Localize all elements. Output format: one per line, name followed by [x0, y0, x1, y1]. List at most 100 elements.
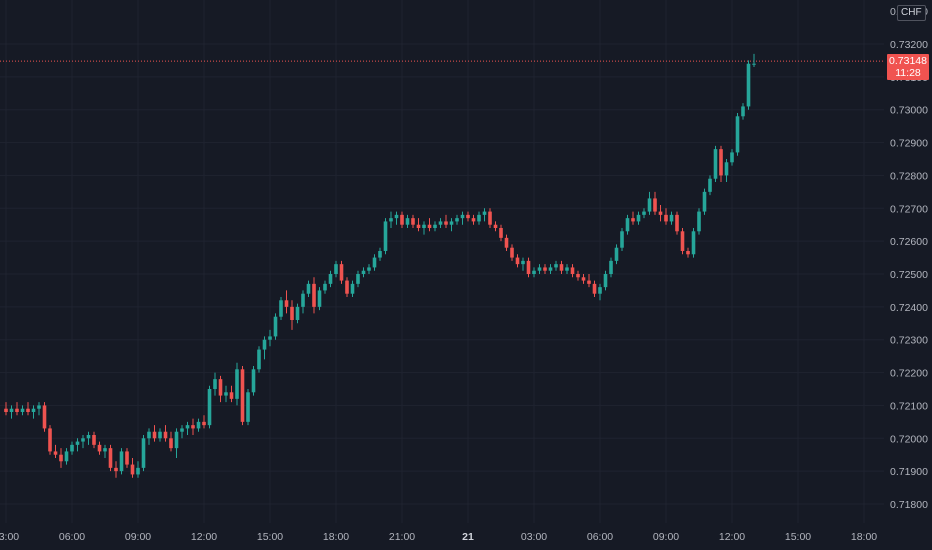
candle [119, 448, 124, 475]
time-axis[interactable]: 03:00 06:00 09:00 12:00 15:00 18:00 21:00 21 03:… [0, 531, 877, 543]
candle [752, 53, 756, 67]
candle [405, 214, 410, 228]
candle [273, 313, 278, 340]
candle-body [114, 467, 118, 472]
candle-body [37, 405, 41, 409]
candle-body [328, 274, 333, 284]
candle [576, 270, 580, 281]
candle-body [416, 224, 421, 228]
candle-body [427, 224, 432, 228]
candle-body [218, 379, 223, 396]
candle-body [675, 214, 679, 232]
candle-body [268, 336, 272, 340]
candle-body [169, 438, 173, 449]
candle [213, 372, 217, 396]
candle [141, 435, 146, 472]
candle-body [658, 211, 663, 215]
candle-body [581, 277, 586, 281]
candle [400, 211, 404, 228]
candle-body [15, 408, 19, 412]
candle-body [455, 218, 459, 222]
candle [246, 389, 250, 426]
candle-body [86, 435, 91, 439]
y-tick-label: 0.71900 [890, 466, 928, 478]
candle [224, 385, 228, 403]
candle [4, 402, 8, 416]
candle-body [719, 149, 723, 176]
candle-body [433, 224, 437, 228]
y-tick-label: 0.72300 [890, 335, 928, 347]
candle [581, 274, 586, 284]
candle-body [383, 221, 388, 251]
candle [713, 145, 718, 182]
candle-body [647, 198, 652, 212]
candle-body [163, 431, 168, 439]
candle-body [422, 224, 426, 228]
candle [620, 228, 624, 251]
candle-body [609, 260, 613, 274]
candle-body [521, 260, 525, 265]
candle-body [301, 293, 305, 307]
candle-body [636, 214, 641, 222]
x-tick-label: 03:00 [521, 531, 547, 543]
y-tick-label: 0.73000 [890, 105, 928, 117]
candle-body [466, 214, 470, 219]
candle-body [48, 428, 52, 452]
candle [471, 214, 476, 225]
candle [493, 221, 498, 232]
candle-body [625, 218, 630, 232]
candle [466, 211, 470, 222]
candle [455, 214, 459, 225]
candle [565, 264, 569, 274]
y-tick-label: 0.72800 [890, 170, 928, 182]
candle [515, 254, 520, 268]
candle [191, 418, 195, 435]
candle [570, 264, 575, 278]
candle-body [592, 283, 597, 294]
candle-body [70, 444, 74, 452]
candle-body [317, 290, 322, 307]
candle [334, 260, 338, 278]
candle-body [394, 214, 399, 219]
y-tick-label: 0.73200 [890, 39, 928, 51]
candle [15, 402, 19, 416]
candle [130, 458, 135, 478]
candle [26, 402, 30, 416]
y-tick-label: 0.72900 [890, 138, 928, 150]
candle [537, 264, 542, 274]
candle [53, 444, 58, 458]
candle [339, 260, 344, 284]
candle [9, 405, 14, 419]
candle [614, 244, 619, 265]
candle-body [158, 431, 162, 439]
candle-body [493, 224, 498, 228]
candle [317, 287, 322, 311]
candle-body [207, 389, 212, 426]
candle [163, 425, 168, 442]
candle [592, 280, 597, 297]
candle [526, 257, 531, 278]
candle-body [631, 218, 635, 222]
candle-body [42, 405, 47, 429]
candle [416, 218, 421, 232]
candle-body [64, 451, 69, 462]
candle-body [477, 214, 481, 222]
candle-body [438, 221, 443, 225]
candle [504, 234, 509, 251]
candle [735, 113, 740, 156]
x-tick-label: 21 [462, 531, 474, 543]
currency-badge[interactable]: CHF [897, 5, 926, 21]
candle [37, 402, 41, 416]
candle-body [130, 464, 135, 475]
candle-body [752, 63, 756, 65]
x-tick-label: 12:00 [719, 531, 745, 543]
candle-body [323, 283, 327, 291]
candle [86, 431, 91, 445]
candle-body [713, 149, 718, 179]
price-axis[interactable]: 0.71800 0.71900 0.72000 0.72100 0.72200 0.723… [890, 6, 928, 511]
candle [70, 441, 74, 455]
candle [31, 405, 36, 419]
candle [730, 149, 734, 166]
